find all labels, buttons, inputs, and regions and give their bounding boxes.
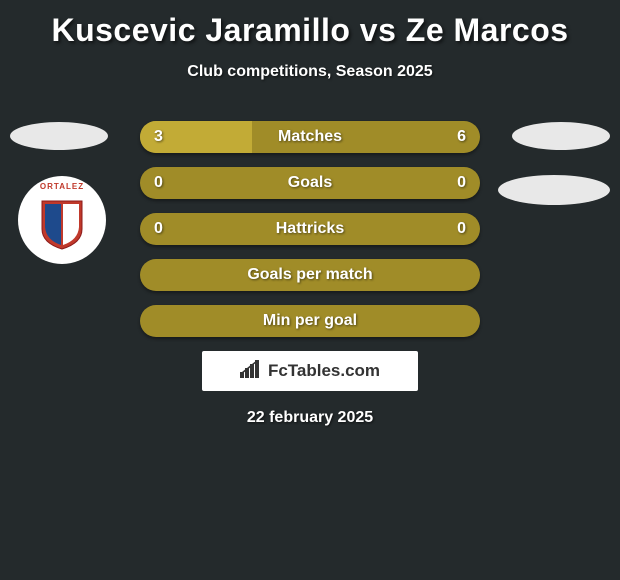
season-subtitle: Club competitions, Season 2025 (0, 63, 620, 81)
player1-avatar-placeholder (10, 122, 108, 150)
comparison-title: Kuscevic Jaramillo vs Ze Marcos (0, 0, 620, 49)
stat-label: Goals (140, 174, 480, 192)
stat-label: Min per goal (140, 312, 480, 330)
fortaleza-badge: ORTALEZ (18, 176, 106, 264)
snapshot-date: 22 february 2025 (0, 409, 620, 427)
stat-row-goals: 0 Goals 0 (140, 167, 480, 199)
chart-icon (240, 360, 262, 383)
stat-row-hattricks: 0 Hattricks 0 (140, 213, 480, 245)
stat-right-value: 0 (457, 174, 466, 192)
badge-text: ORTALEZ (40, 182, 84, 191)
player1-club-badge: ORTALEZ (18, 176, 106, 264)
stat-left-value: 0 (154, 220, 163, 238)
stat-right-value: 6 (457, 128, 466, 146)
badge-shield-icon (40, 199, 84, 251)
stat-left-value: 0 (154, 174, 163, 192)
watermark-box: FcTables.com (202, 351, 418, 391)
watermark-text: FcTables.com (268, 361, 380, 381)
player2-club-placeholder (498, 175, 610, 205)
stats-container: 3 Matches 6 0 Goals 0 0 Hattricks 0 Goal… (140, 121, 480, 337)
stat-label: Matches (140, 128, 480, 146)
stat-row-matches: 3 Matches 6 (140, 121, 480, 153)
stat-left-value: 3 (154, 128, 163, 146)
stat-row-min-per-goal: Min per goal (140, 305, 480, 337)
player2-avatar-placeholder (512, 122, 610, 150)
stat-label: Goals per match (140, 266, 480, 284)
stat-row-goals-per-match: Goals per match (140, 259, 480, 291)
stat-right-value: 0 (457, 220, 466, 238)
stat-label: Hattricks (140, 220, 480, 238)
